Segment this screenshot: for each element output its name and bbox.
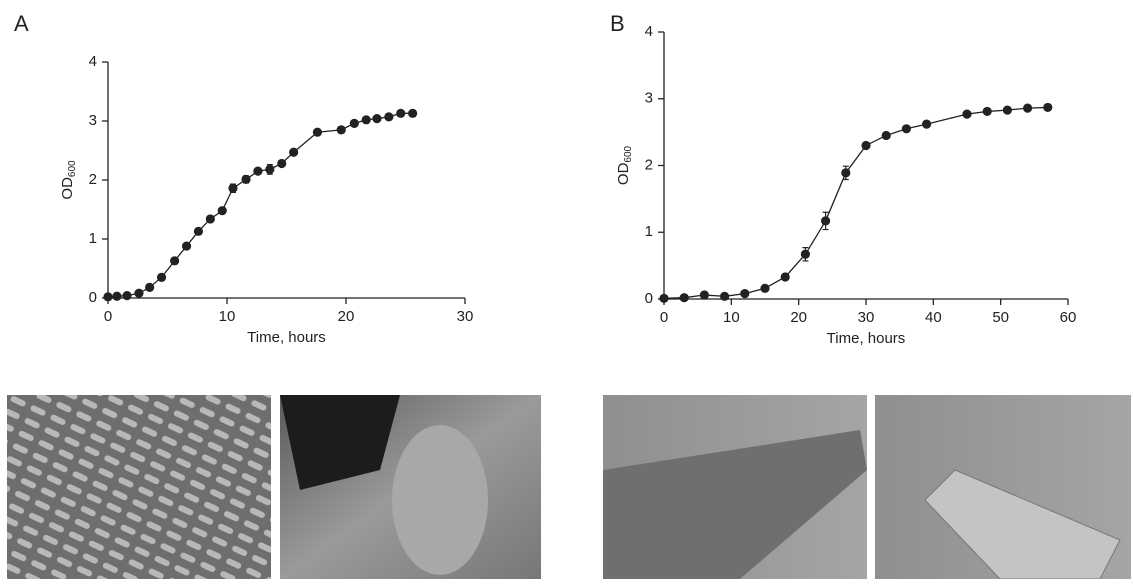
x-tick-label: 0	[104, 308, 112, 325]
data-point	[206, 214, 215, 223]
data-point	[841, 168, 850, 177]
y-axis-label-subscript: 600	[67, 160, 78, 177]
x-tick-label: 50	[992, 309, 1009, 326]
data-point	[241, 175, 250, 184]
y-tick-label: 0	[89, 289, 97, 306]
x-tick-label: 20	[790, 309, 807, 326]
data-point	[396, 109, 405, 118]
data-point	[122, 291, 131, 300]
data-point	[313, 128, 322, 137]
data-point	[801, 250, 810, 259]
data-point	[781, 272, 790, 281]
x-tick-label: 20	[338, 308, 355, 325]
x-tick-label: 30	[858, 309, 875, 326]
sem-images	[7, 395, 1131, 579]
x-tick-label: 40	[925, 309, 942, 326]
sem-cell	[392, 425, 488, 575]
panel-label: B	[610, 11, 625, 36]
data-point	[983, 107, 992, 116]
panel-label: A	[14, 11, 29, 36]
data-point	[170, 256, 179, 265]
sem-image	[7, 395, 271, 579]
data-point	[740, 289, 749, 298]
data-point	[157, 273, 166, 282]
data-point	[112, 292, 121, 301]
data-point	[1003, 105, 1012, 114]
figure: A012340102030Time, hoursOD600B0123401020…	[0, 0, 1134, 579]
data-point	[228, 184, 237, 193]
data-point	[760, 284, 769, 293]
x-axis-label: Time, hours	[827, 330, 906, 347]
series-line	[664, 107, 1048, 298]
data-point	[103, 292, 112, 301]
x-tick-label: 0	[660, 309, 668, 326]
data-point	[882, 131, 891, 140]
data-point	[277, 159, 286, 168]
x-tick-label: 30	[457, 308, 474, 325]
y-axis-label-main: OD	[615, 162, 632, 185]
y-axis-label-subscript: 600	[623, 145, 634, 162]
y-axis-label-main: OD	[59, 177, 76, 200]
data-point	[194, 227, 203, 236]
y-tick-label: 4	[89, 53, 97, 70]
x-axis-label: Time, hours	[247, 329, 326, 346]
y-tick-label: 0	[645, 290, 653, 307]
data-point	[408, 109, 417, 118]
x-tick-label: 60	[1060, 309, 1077, 326]
series-line	[108, 113, 413, 296]
data-point	[145, 283, 154, 292]
data-point	[253, 167, 262, 176]
data-point	[265, 165, 274, 174]
data-point	[289, 148, 298, 157]
data-point	[337, 125, 346, 134]
data-point	[350, 119, 359, 128]
y-tick-label: 2	[645, 156, 653, 173]
y-tick-label: 4	[645, 23, 653, 40]
data-point	[1023, 103, 1032, 112]
data-point	[962, 110, 971, 119]
y-axis-label: OD600	[59, 160, 78, 200]
x-tick-label: 10	[723, 309, 740, 326]
data-point	[134, 289, 143, 298]
data-point	[821, 216, 830, 225]
data-point	[922, 120, 931, 129]
data-point	[902, 124, 911, 133]
data-point	[182, 241, 191, 250]
y-tick-label: 1	[89, 230, 97, 247]
data-point	[680, 293, 689, 302]
y-axis-label: OD600	[615, 145, 634, 185]
y-tick-label: 2	[89, 171, 97, 188]
data-point	[372, 114, 381, 123]
data-point	[362, 115, 371, 124]
data-point	[218, 206, 227, 215]
y-tick-label: 3	[89, 112, 97, 129]
x-tick-label: 10	[219, 308, 236, 325]
page: A012340102030Time, hoursOD600B0123401020…	[0, 0, 1134, 584]
data-point	[861, 141, 870, 150]
data-point	[720, 292, 729, 301]
data-point	[384, 112, 393, 121]
data-point	[659, 294, 668, 303]
data-point	[700, 290, 709, 299]
y-tick-label: 3	[645, 90, 653, 107]
y-tick-label: 1	[645, 223, 653, 240]
data-point	[1043, 103, 1052, 112]
